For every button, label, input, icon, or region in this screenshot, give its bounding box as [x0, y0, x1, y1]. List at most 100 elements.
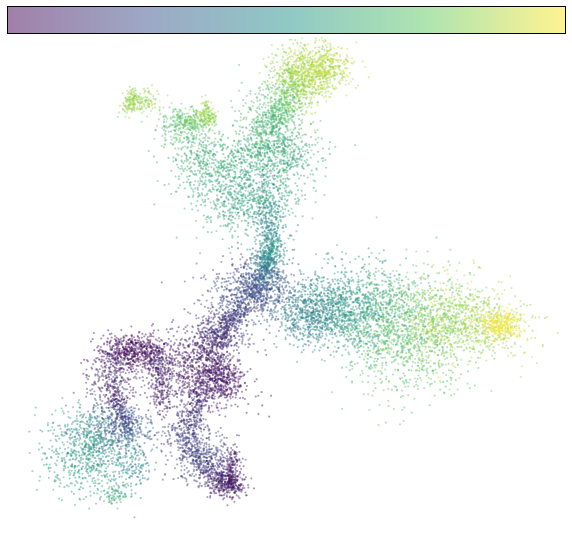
data-point — [302, 93, 305, 96]
data-point — [134, 87, 137, 90]
data-point — [253, 189, 256, 192]
data-point — [230, 150, 233, 153]
data-point — [281, 298, 284, 301]
data-point — [201, 141, 204, 144]
data-point — [146, 87, 149, 90]
data-point — [250, 137, 253, 140]
data-point — [272, 134, 275, 137]
data-point — [296, 165, 299, 168]
data-point — [252, 119, 255, 122]
data-point — [282, 150, 285, 153]
data-point — [221, 204, 224, 207]
data-point — [222, 180, 225, 183]
data-point — [208, 157, 211, 160]
data-point — [178, 111, 181, 114]
data-point — [340, 77, 343, 80]
data-point — [241, 131, 245, 134]
data-point — [145, 107, 148, 110]
data-point — [329, 141, 332, 144]
data-point — [288, 343, 291, 346]
data-point — [190, 165, 193, 169]
data-point — [346, 333, 349, 336]
data-point — [183, 152, 186, 155]
data-point — [251, 247, 254, 250]
data-point — [154, 97, 157, 101]
data-point — [290, 142, 293, 146]
data-point — [215, 287, 218, 290]
data-point — [309, 323, 312, 326]
data-point — [220, 281, 223, 284]
data-point — [324, 158, 327, 162]
data-point — [218, 166, 221, 169]
data-point — [287, 185, 290, 188]
data-point — [212, 280, 215, 283]
data-point — [233, 189, 236, 192]
data-point — [271, 133, 274, 136]
data-point — [172, 114, 175, 117]
data-point — [197, 147, 200, 150]
data-point — [143, 105, 146, 108]
data-point — [272, 61, 275, 64]
data-point — [239, 283, 242, 286]
data-point — [262, 57, 265, 60]
data-point — [332, 54, 335, 58]
data-point — [155, 89, 159, 93]
data-point — [275, 185, 278, 189]
data-point — [216, 194, 219, 197]
data-point — [235, 281, 238, 284]
data-point — [284, 203, 287, 207]
data-point — [294, 60, 297, 63]
data-point — [184, 145, 187, 148]
data-point — [245, 153, 249, 156]
data-point — [278, 294, 281, 297]
data-point — [152, 95, 155, 98]
data-point — [346, 61, 349, 64]
data-point — [244, 271, 248, 275]
data-point — [237, 211, 240, 214]
data-point — [308, 143, 311, 146]
data-point — [242, 272, 245, 275]
data-point — [242, 137, 246, 141]
data-point — [300, 101, 303, 104]
data-point — [255, 116, 258, 119]
data-point — [293, 280, 296, 283]
data-point — [286, 126, 289, 130]
data-point — [261, 315, 264, 318]
data-point — [117, 111, 120, 114]
data-point — [268, 160, 271, 163]
data-point — [243, 219, 246, 222]
data-point — [250, 205, 253, 208]
data-point — [325, 64, 328, 67]
data-point — [298, 148, 301, 151]
data-point — [314, 345, 317, 348]
data-point — [260, 131, 264, 134]
data-point — [284, 208, 287, 211]
data-point — [189, 160, 192, 163]
data-point — [289, 296, 292, 299]
data-point — [294, 38, 297, 41]
data-point — [270, 144, 273, 147]
data-point — [267, 101, 270, 104]
data-point — [255, 129, 259, 132]
data-point — [172, 129, 175, 132]
data-point — [253, 212, 256, 215]
data-point — [234, 173, 237, 176]
data-point — [252, 220, 255, 223]
data-point — [269, 62, 272, 65]
data-point — [237, 267, 240, 270]
data-point — [335, 87, 338, 90]
data-point — [198, 182, 201, 185]
data-point — [266, 139, 269, 142]
data-point — [243, 135, 246, 138]
data-point — [267, 104, 270, 107]
data-point — [298, 56, 301, 59]
data-point — [227, 202, 230, 205]
data-point — [231, 199, 234, 202]
data-point — [226, 166, 229, 169]
data-point — [261, 184, 264, 187]
data-point — [275, 280, 278, 283]
data-point — [314, 143, 317, 147]
data-point — [292, 329, 295, 332]
data-point — [221, 304, 224, 307]
data-point — [262, 80, 265, 83]
